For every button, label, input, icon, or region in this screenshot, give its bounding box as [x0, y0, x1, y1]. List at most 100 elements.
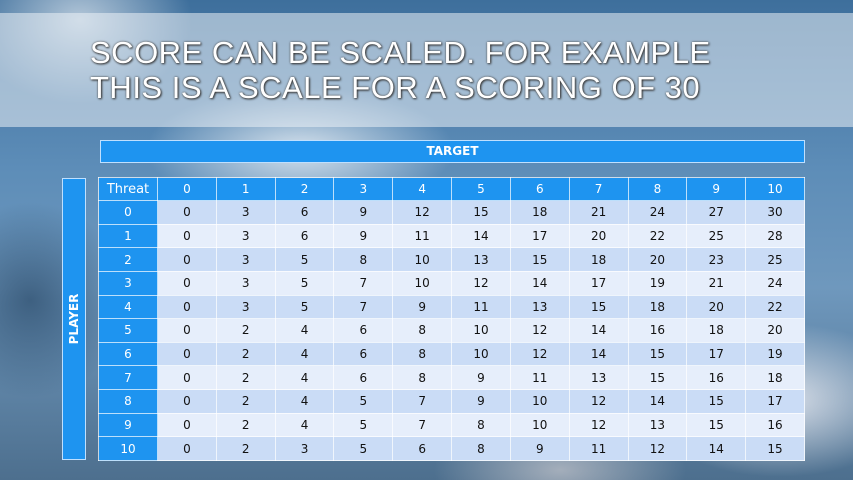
- table-cell: 0: [157, 389, 217, 414]
- table-cell: 5: [333, 412, 394, 438]
- column-header: 0: [157, 177, 217, 201]
- table-cell: 20: [745, 318, 805, 343]
- table-cell: 18: [509, 200, 570, 225]
- table-cell: 15: [509, 247, 570, 272]
- table-cell: 16: [627, 318, 688, 343]
- table-cell: 0: [157, 247, 217, 272]
- table-row: 3 0 3 5 7 10 12 14 17 19 21 24: [98, 270, 805, 296]
- row-header: 1: [98, 223, 158, 249]
- table-cell: 14: [509, 270, 570, 296]
- table-cell: 0: [157, 365, 217, 390]
- table-cell: 9: [333, 223, 394, 249]
- column-header: 4: [392, 177, 453, 201]
- table-row: 6 0 2 4 6 8 10 12 14 15 17 19: [98, 341, 805, 367]
- table-cell: 17: [568, 270, 629, 296]
- table-cell: 13: [627, 412, 688, 438]
- table-cell: 3: [215, 294, 276, 320]
- table-cell: 12: [627, 436, 688, 461]
- table-cell: 0: [157, 200, 217, 225]
- table-cell: 4: [274, 318, 335, 343]
- table-cell: 14: [451, 223, 511, 249]
- table-cell: 6: [274, 223, 335, 249]
- table-cell: 17: [745, 389, 805, 414]
- table-cell: 21: [568, 200, 629, 225]
- table-cell: 5: [274, 270, 335, 296]
- table-cell: 3: [215, 247, 276, 272]
- table-cell: 15: [686, 412, 747, 438]
- table-row: 1 0 3 6 9 11 14 17 20 22 25 28: [98, 223, 805, 249]
- table-cell: 5: [274, 294, 335, 320]
- table-cell: 27: [686, 200, 747, 225]
- table-cell: 13: [509, 294, 570, 320]
- table-cell: 18: [686, 318, 747, 343]
- table-cell: 19: [745, 341, 805, 367]
- table-cell: 0: [157, 270, 217, 296]
- column-header: 10: [745, 177, 805, 201]
- table-cell: 9: [392, 294, 453, 320]
- table-row: 5 0 2 4 6 8 10 12 14 16 18 20: [98, 318, 805, 343]
- score-table: Threat 0 1 2 3 4 5 6 7 8 9 10 0 0 3 6 9 12 15 18 21 24 27 30 1 0…: [98, 177, 805, 461]
- table-cell: 0: [157, 412, 217, 438]
- table-cell: 17: [686, 341, 747, 367]
- player-label: PLAYER: [67, 293, 81, 345]
- table-cell: 15: [451, 200, 511, 225]
- table-cell: 21: [686, 270, 747, 296]
- table-row: 0 0 3 6 9 12 15 18 21 24 27 30: [98, 200, 805, 225]
- table-row: 9 0 2 4 5 7 8 10 12 13 15 16: [98, 412, 805, 438]
- table-cell: 2: [215, 365, 276, 390]
- table-cell: 12: [451, 270, 511, 296]
- table-cell: 23: [686, 247, 747, 272]
- table-cell: 5: [274, 247, 335, 272]
- table-cell: 4: [274, 412, 335, 438]
- table-cell: 22: [745, 294, 805, 320]
- table-cell: 4: [274, 365, 335, 390]
- table-cell: 2: [215, 341, 276, 367]
- table-cell: 0: [157, 223, 217, 249]
- table-cell: 6: [274, 200, 335, 225]
- table-cell: 14: [686, 436, 747, 461]
- row-header: 6: [98, 341, 158, 367]
- table-cell: 5: [333, 436, 394, 461]
- column-header: 1: [215, 177, 276, 201]
- table-cell: 20: [686, 294, 747, 320]
- table-cell: 10: [392, 270, 453, 296]
- table-cell: 10: [392, 247, 453, 272]
- row-header: 8: [98, 389, 158, 414]
- table-cell: 18: [745, 365, 805, 390]
- table-cell: 9: [451, 389, 511, 414]
- table-cell: 8: [392, 341, 453, 367]
- table-cell: 2: [215, 318, 276, 343]
- table-row: 2 0 3 5 8 10 13 15 18 20 23 25: [98, 247, 805, 272]
- table-cell: 15: [568, 294, 629, 320]
- slide-title: SCORE CAN BE SCALED. FOR EXAMPLE THIS IS…: [90, 35, 711, 105]
- column-header: 9: [686, 177, 747, 201]
- table-cell: 15: [627, 341, 688, 367]
- corner-header: Threat: [98, 177, 158, 201]
- table-cell: 14: [568, 341, 629, 367]
- table-cell: 18: [627, 294, 688, 320]
- column-header: 5: [451, 177, 511, 201]
- table-cell: 24: [627, 200, 688, 225]
- row-header: 9: [98, 412, 158, 438]
- table-cell: 15: [686, 389, 747, 414]
- row-header: 10: [98, 436, 158, 461]
- table-cell: 8: [451, 412, 511, 438]
- table-cell: 2: [215, 436, 276, 461]
- table-cell: 11: [392, 223, 453, 249]
- column-header: 2: [274, 177, 335, 201]
- table-cell: 6: [333, 365, 394, 390]
- table-cell: 14: [568, 318, 629, 343]
- player-header: PLAYER: [62, 178, 86, 460]
- table-cell: 4: [274, 389, 335, 414]
- row-header: 2: [98, 247, 158, 272]
- table-cell: 22: [627, 223, 688, 249]
- table-cell: 0: [157, 318, 217, 343]
- column-header: 7: [568, 177, 629, 201]
- table-cell: 7: [392, 412, 453, 438]
- title-line-1: SCORE CAN BE SCALED. FOR EXAMPLE: [90, 35, 711, 70]
- table-cell: 13: [451, 247, 511, 272]
- table-cell: 25: [686, 223, 747, 249]
- row-header: 5: [98, 318, 158, 343]
- table-cell: 3: [215, 200, 276, 225]
- table-cell: 8: [333, 247, 394, 272]
